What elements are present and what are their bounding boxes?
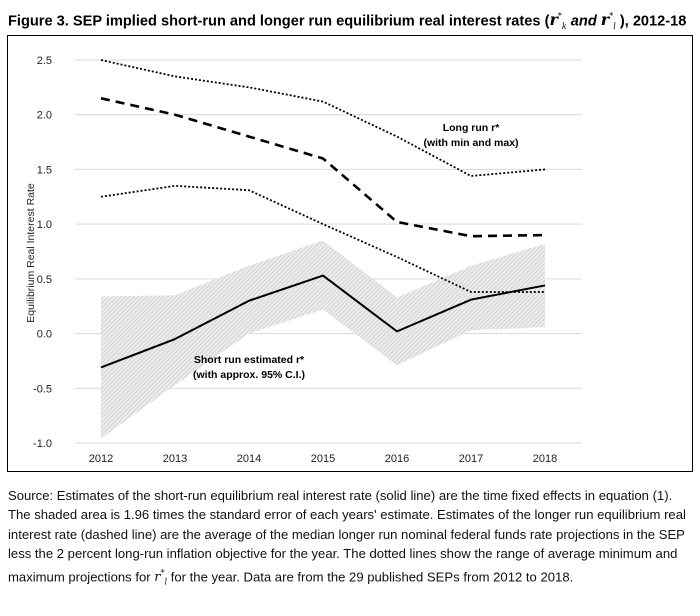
annotation-longrun: Long run r* (with min and max) (423, 122, 518, 149)
y-tick-label: -1.0 (33, 438, 52, 450)
annotation-text: (with approx. 95% C.I.) (193, 369, 305, 381)
y-tick-label: 0.0 (37, 329, 52, 341)
x-tick-label: 2017 (459, 453, 483, 465)
annotation-text: (with min and max) (423, 137, 518, 149)
source-note-text: Source: Estimates of the short-run equil… (8, 488, 686, 584)
figure-title-and: and (566, 13, 601, 30)
x-tick-label: 2014 (237, 453, 261, 465)
y-tick-label: 0.5 (37, 274, 52, 286)
series-line-longer-run-max (100, 59, 546, 177)
figure-title-prefix: Figure 3. SEP implied short-run and long… (8, 13, 550, 30)
y-tick-label: -0.5 (33, 383, 52, 395)
figure-title-suffix: ), 2012-18 (615, 13, 687, 30)
annotation-text: Short run estimated r* (194, 354, 305, 366)
r-k-symbol: r*k (549, 10, 567, 32)
annotation-shortrun: Short run estimated r* (with approx. 95% … (193, 354, 305, 381)
y-tick-label: 2.5 (37, 55, 52, 67)
series-line-longer-run-median (100, 97, 546, 238)
x-tick-label: 2016 (385, 453, 409, 465)
series-line-short-run-estimate (100, 274, 546, 369)
chart-frame: 2.5 2.0 1.5 1.0 0.5 0.0 -0.5 -1.0 2012 2013 2014 20… (7, 35, 693, 472)
annotation-text: Long run r* (443, 122, 500, 134)
y-tick-label: 1.0 (37, 219, 52, 231)
y-axis-label: Equilibrium Real Interest Rate (25, 183, 37, 323)
x-tick-label: 2012 (89, 453, 113, 465)
y-tick-label: 1.5 (37, 164, 52, 176)
chart-svg: 2.5 2.0 1.5 1.0 0.5 0.0 -0.5 -1.0 2012 2013 2014 20… (25, 55, 582, 465)
series-line-longer-run-min (100, 184, 545, 293)
figure-title: Figure 3. SEP implied short-run and long… (8, 6, 698, 39)
r-l-symbol: r*l (600, 10, 616, 32)
source-note: Source: Estimates of the short-run equil… (8, 486, 694, 592)
x-tick-label: 2015 (311, 453, 335, 465)
x-tick-label: 2018 (533, 453, 557, 465)
source-r-l-symbol: r*l (154, 568, 168, 587)
confidence-band (101, 240, 545, 439)
source-note-text-end: for the year. Data are from the 29 publi… (167, 568, 574, 584)
x-tick-label: 2013 (163, 453, 187, 465)
y-tick-label: 2.0 (37, 110, 52, 122)
